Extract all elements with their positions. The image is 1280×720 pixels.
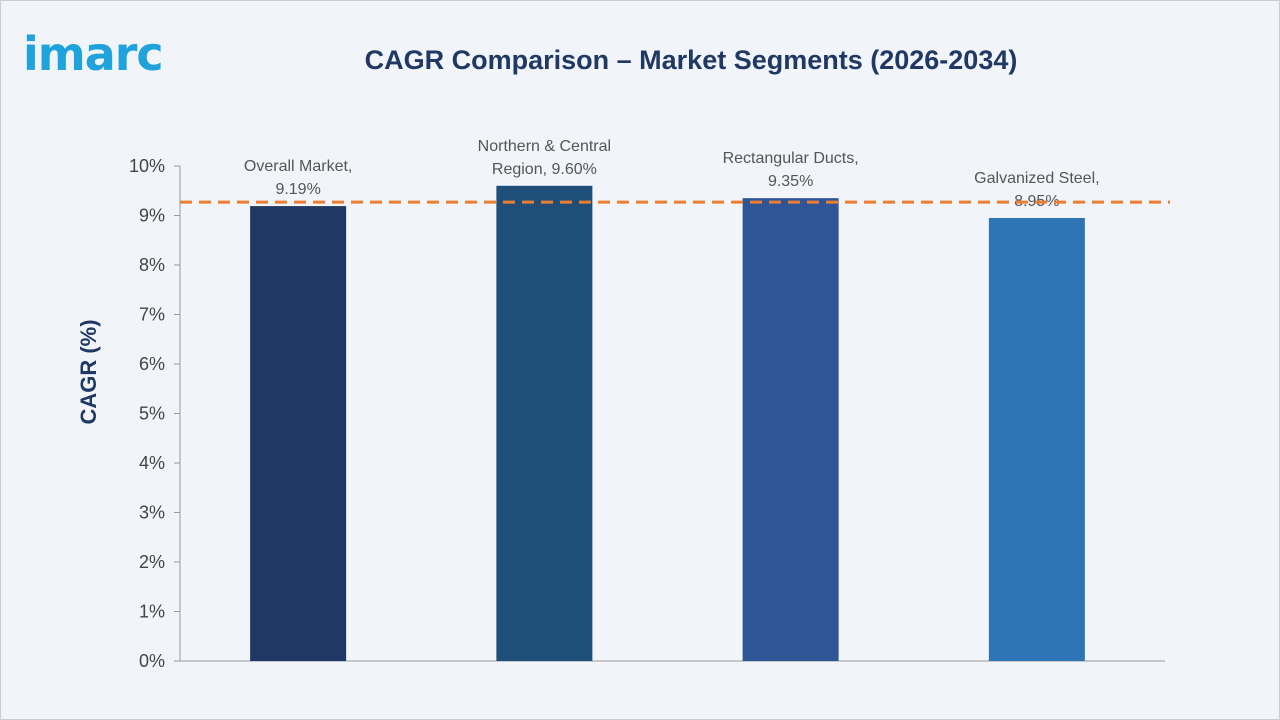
data-label: Region, 9.60% bbox=[492, 161, 597, 178]
data-label: Galvanized Steel, bbox=[974, 170, 1099, 187]
bar bbox=[988, 217, 1085, 661]
y-tick-label: 3% bbox=[139, 503, 165, 523]
bar bbox=[250, 206, 347, 661]
bars-group bbox=[250, 185, 1085, 662]
data-label: 9.19% bbox=[275, 181, 320, 198]
y-tick-label: 6% bbox=[139, 354, 165, 374]
data-labels-group: Overall Market, 9.19% Northern & Central Re… bbox=[244, 138, 1100, 210]
bar bbox=[742, 198, 839, 662]
y-tick-label: 5% bbox=[139, 404, 165, 424]
imarc-logo: imarc bbox=[23, 27, 164, 81]
y-tick-label: 2% bbox=[139, 552, 165, 572]
chart-title: CAGR Comparison – Market Segments (2026-… bbox=[364, 45, 1018, 75]
y-axis-label: CAGR (%) bbox=[76, 319, 101, 424]
y-tick-label: 7% bbox=[139, 305, 165, 325]
y-tick-label: 9% bbox=[139, 206, 165, 226]
data-label: 9.35% bbox=[768, 173, 813, 190]
data-label: Rectangular Ducts, bbox=[723, 150, 859, 167]
bar bbox=[496, 185, 593, 662]
y-tick-label: 0% bbox=[139, 651, 165, 671]
y-tick-label: 8% bbox=[139, 255, 165, 275]
data-label: Overall Market, bbox=[244, 158, 352, 175]
y-tick-label: 1% bbox=[139, 602, 165, 622]
y-axis: 0% 1% 2% 3% 4% 5% 6% 7% 8% 9% 10% bbox=[129, 156, 1165, 671]
y-tick-label: 10% bbox=[129, 156, 165, 176]
data-label: Northern & Central bbox=[478, 138, 611, 155]
y-tick-label: 4% bbox=[139, 453, 165, 473]
